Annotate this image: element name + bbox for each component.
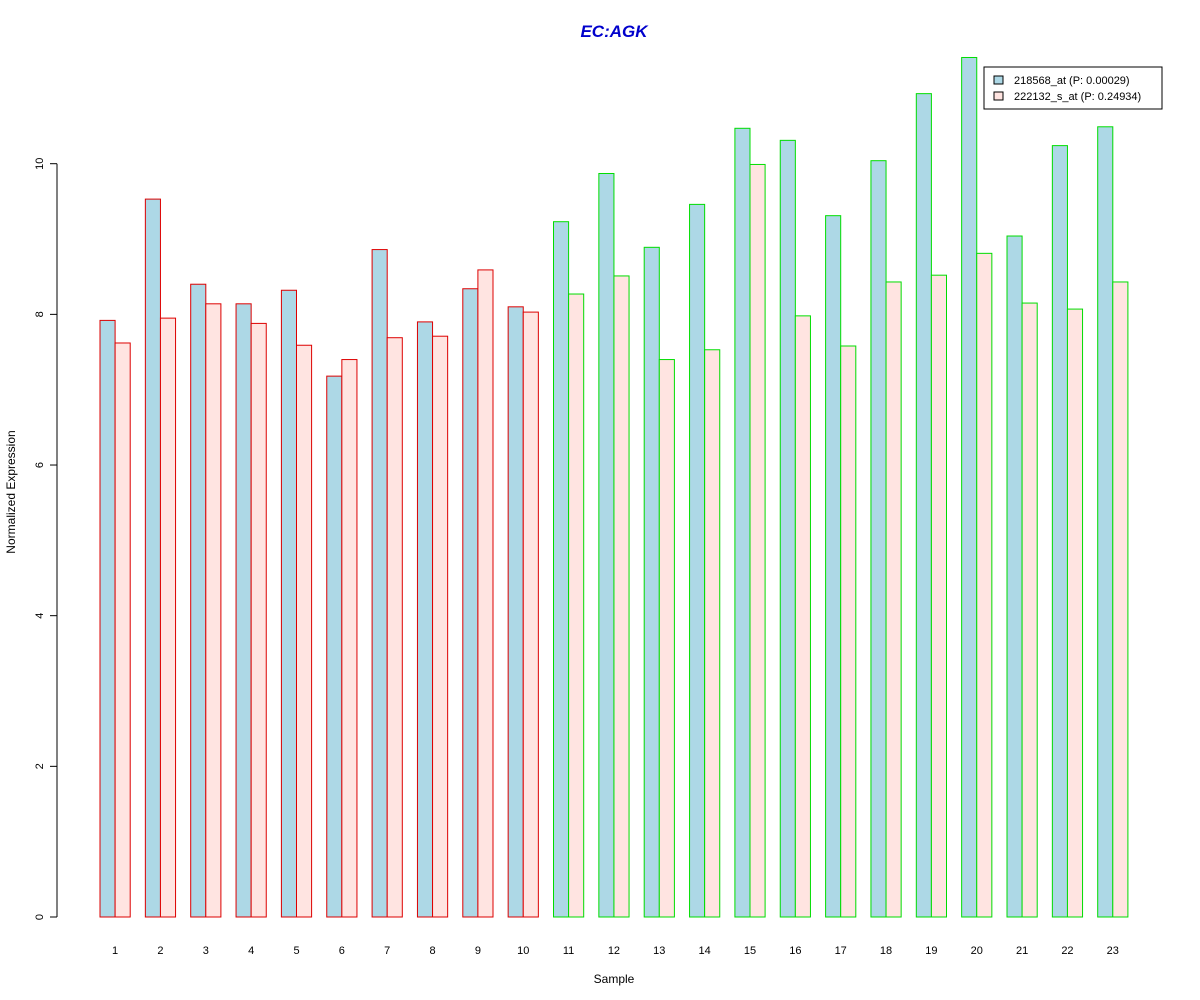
x-tick-label: 12 xyxy=(608,945,620,957)
x-tick-label: 22 xyxy=(1061,945,1073,957)
y-tick-label: 10 xyxy=(34,158,46,170)
bar-series-2-sample-11 xyxy=(568,293,585,918)
x-tick-label: 23 xyxy=(1107,945,1119,957)
bar-series-1-sample-15 xyxy=(734,127,751,918)
x-tick-label: 1 xyxy=(112,945,118,957)
x-tick-label: 18 xyxy=(880,945,892,957)
bar-series-2-sample-22 xyxy=(1066,308,1084,918)
x-tick-label: 14 xyxy=(699,945,711,957)
x-tick-label: 10 xyxy=(517,945,529,957)
y-tick-label: 6 xyxy=(34,462,46,468)
bar-series-1-sample-6 xyxy=(326,375,343,918)
x-tick-label: 13 xyxy=(653,945,665,957)
bar-series-1-sample-3 xyxy=(190,283,207,918)
bar-series-1-sample-21 xyxy=(1006,235,1023,918)
bar-series-1-sample-14 xyxy=(689,203,706,918)
bar-series-1-sample-5 xyxy=(280,289,297,918)
y-tick-label: 8 xyxy=(34,311,46,317)
bar-series-2-sample-16 xyxy=(794,315,811,918)
bar-series-1-sample-8 xyxy=(416,321,434,918)
x-tick-label: 16 xyxy=(789,945,801,957)
y-tick-label: 4 xyxy=(34,613,46,619)
bar-series-1-sample-10 xyxy=(507,306,524,918)
bar-series-1-sample-19 xyxy=(915,93,932,918)
x-tick-label: 2 xyxy=(157,945,163,957)
bar-series-2-sample-20 xyxy=(976,252,993,918)
x-tick-label: 8 xyxy=(429,945,435,957)
x-tick-label: 19 xyxy=(925,945,937,957)
chart-title: EC:AGK xyxy=(580,22,649,41)
legend: 218568_at (P: 0.00029) 222132_s_at (P: 0… xyxy=(983,66,1163,110)
bar-series-1-sample-2 xyxy=(144,198,161,918)
bar-series-1-sample-7 xyxy=(371,249,388,918)
bar-series-1-sample-11 xyxy=(553,221,570,918)
x-tick-label: 17 xyxy=(835,945,847,957)
bar-series-1-sample-17 xyxy=(825,215,842,918)
bar-series-2-sample-19 xyxy=(930,274,948,918)
y-tick-label: 0 xyxy=(34,914,46,920)
x-tick-label: 9 xyxy=(475,945,481,957)
bar-series-1-sample-23 xyxy=(1097,126,1114,918)
bar-series-1-sample-1 xyxy=(99,319,116,918)
bar-series-2-sample-18 xyxy=(885,281,902,918)
x-tick-label: 7 xyxy=(384,945,390,957)
bar-series-1-sample-16 xyxy=(779,139,796,918)
bar-series-2-sample-4 xyxy=(250,322,267,918)
x-tick-label: 11 xyxy=(563,945,574,957)
bar-series-1-sample-4 xyxy=(235,303,252,918)
bars xyxy=(99,56,1129,918)
bar-series-1-sample-12 xyxy=(598,172,615,918)
x-tick-label: 21 xyxy=(1016,945,1028,957)
bar-series-1-sample-20 xyxy=(961,56,978,918)
bar-series-1-sample-22 xyxy=(1051,145,1068,918)
bar-series-2-sample-12 xyxy=(613,275,630,918)
x-tick-label: 3 xyxy=(203,945,209,957)
bar-series-1-sample-13 xyxy=(643,246,660,918)
bar-series-2-sample-17 xyxy=(840,345,857,918)
legend-swatch-series-2 xyxy=(993,91,1004,101)
bar-series-2-sample-23 xyxy=(1112,281,1129,918)
legend-box xyxy=(983,66,1163,110)
x-tick-label: 4 xyxy=(248,945,254,957)
x-tick-label: 20 xyxy=(971,945,983,957)
y-axis: 0 2 4 6 8 10 xyxy=(34,158,58,920)
x-tick-label: 15 xyxy=(744,945,756,957)
bar-series-1-sample-9 xyxy=(462,288,479,918)
x-axis: 1 2 3 4 5 6 7 8 9 10 11 12 13 14 15 16 17 18 19 20 21 22 23 xyxy=(112,945,1119,957)
legend-label-series-1: 218568_at (P: 0.00029) xyxy=(1014,75,1130,87)
bar-series-2-sample-9 xyxy=(477,269,494,918)
legend-label-series-2: 222132_s_at (P: 0.24934) xyxy=(1014,91,1141,103)
bar-series-2-sample-2 xyxy=(159,317,177,918)
bar-series-2-sample-21 xyxy=(1021,302,1038,918)
y-axis-label: Normalized Expression xyxy=(4,430,18,553)
x-tick-label: 6 xyxy=(339,945,345,957)
legend-swatch-series-1 xyxy=(993,75,1004,85)
bar-series-1-sample-18 xyxy=(870,160,887,918)
x-tick-label: 5 xyxy=(293,945,299,957)
bar-series-2-sample-14 xyxy=(704,349,721,918)
bar-series-2-sample-5 xyxy=(296,344,313,918)
bar-series-2-sample-8 xyxy=(432,335,449,918)
x-axis-label: Sample xyxy=(594,972,635,986)
bar-series-2-sample-10 xyxy=(522,311,539,918)
bar-series-2-sample-1 xyxy=(114,342,131,918)
bar-series-2-sample-7 xyxy=(386,337,403,918)
bar-series-2-sample-13 xyxy=(658,359,675,918)
bar-series-2-sample-6 xyxy=(341,359,358,918)
bar-series-2-sample-3 xyxy=(205,303,222,918)
y-tick-label: 2 xyxy=(34,763,46,769)
bar-series-2-sample-15 xyxy=(749,163,766,918)
